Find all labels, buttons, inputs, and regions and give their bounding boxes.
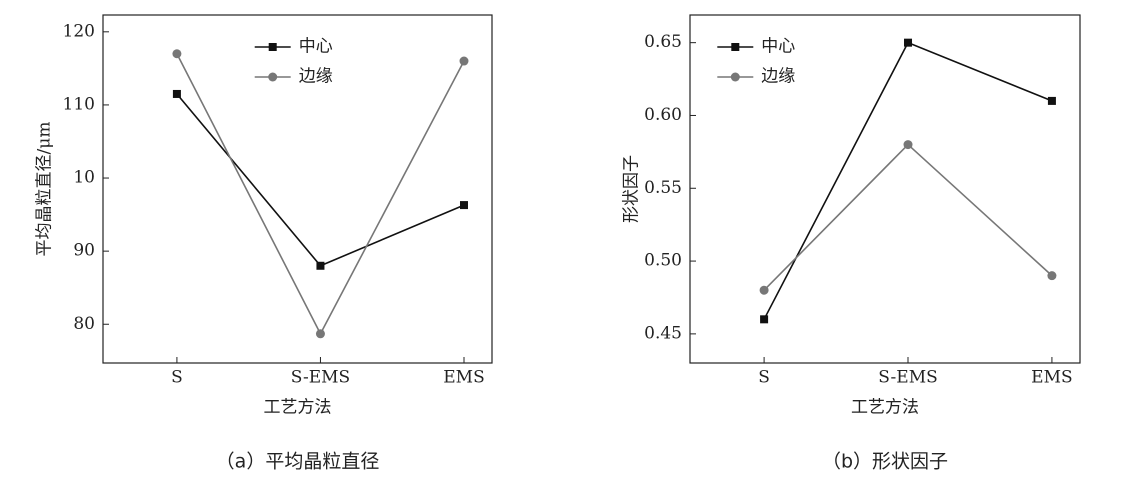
series-line [763,143,1053,291]
chart: 80 90 10 110 120 S S-EMS EMS 工艺方法 平均晶粒直径/μm （a）平均晶… [35,14,493,473]
series-line [176,93,465,267]
y-tick-label: 10 [73,168,95,188]
marker [459,56,469,66]
y-axis-label: 平均晶粒直径/μm [35,122,55,257]
legend-label: 中心 [299,37,333,57]
y-tick-label: 110 [63,94,95,114]
caption: （b）形状因子 [822,451,948,473]
y-tick-label: 0.45 [644,323,682,343]
y-tick-label: 0.50 [644,251,682,271]
y-tick-label: 120 [63,21,95,41]
legend-label: 中心 [761,37,795,57]
y-tick-label: 0.60 [644,105,682,125]
x-tick-label: S [171,368,183,388]
x-tick-label: S [758,368,770,388]
x-tick-label: EMS [1031,368,1072,388]
y-tick-label: 0.65 [644,32,682,52]
x-tick-label: S-EMS [291,368,350,388]
marker [316,261,325,270]
legend-label: 边缘 [299,67,333,87]
marker [315,329,325,339]
y-tick-label: 90 [73,241,95,261]
marker [172,89,181,98]
y-axis-label: 形状因子 [622,155,642,223]
legend-label: 边缘 [761,67,795,87]
marker [904,38,913,47]
series-line [176,53,465,336]
x-tick-label: S-EMS [878,368,937,388]
x-axis-label: 工艺方法 [264,398,332,418]
marker [1047,271,1057,281]
legend-marker [731,43,740,51]
marker [760,315,769,324]
legend-marker [730,72,740,82]
plot-frame [102,14,493,364]
legend-marker [268,72,278,82]
y-tick-label: 80 [73,314,95,334]
legend-marker [268,43,277,51]
x-tick-label: EMS [443,368,484,388]
marker [1047,96,1056,105]
marker [459,201,468,210]
series-line [763,41,1053,320]
y-tick-label: 0.55 [644,178,682,198]
x-axis-label: 工艺方法 [851,398,919,418]
marker [172,49,182,59]
caption: （a）平均晶粒直径 [216,451,380,473]
marker [759,285,769,295]
chart: 0.45 0.50 0.55 0.60 0.65 S S-EMS EMS 工艺方法 形状因子 （b）… [622,14,1081,473]
marker [903,140,913,150]
plot-frame [689,14,1081,364]
